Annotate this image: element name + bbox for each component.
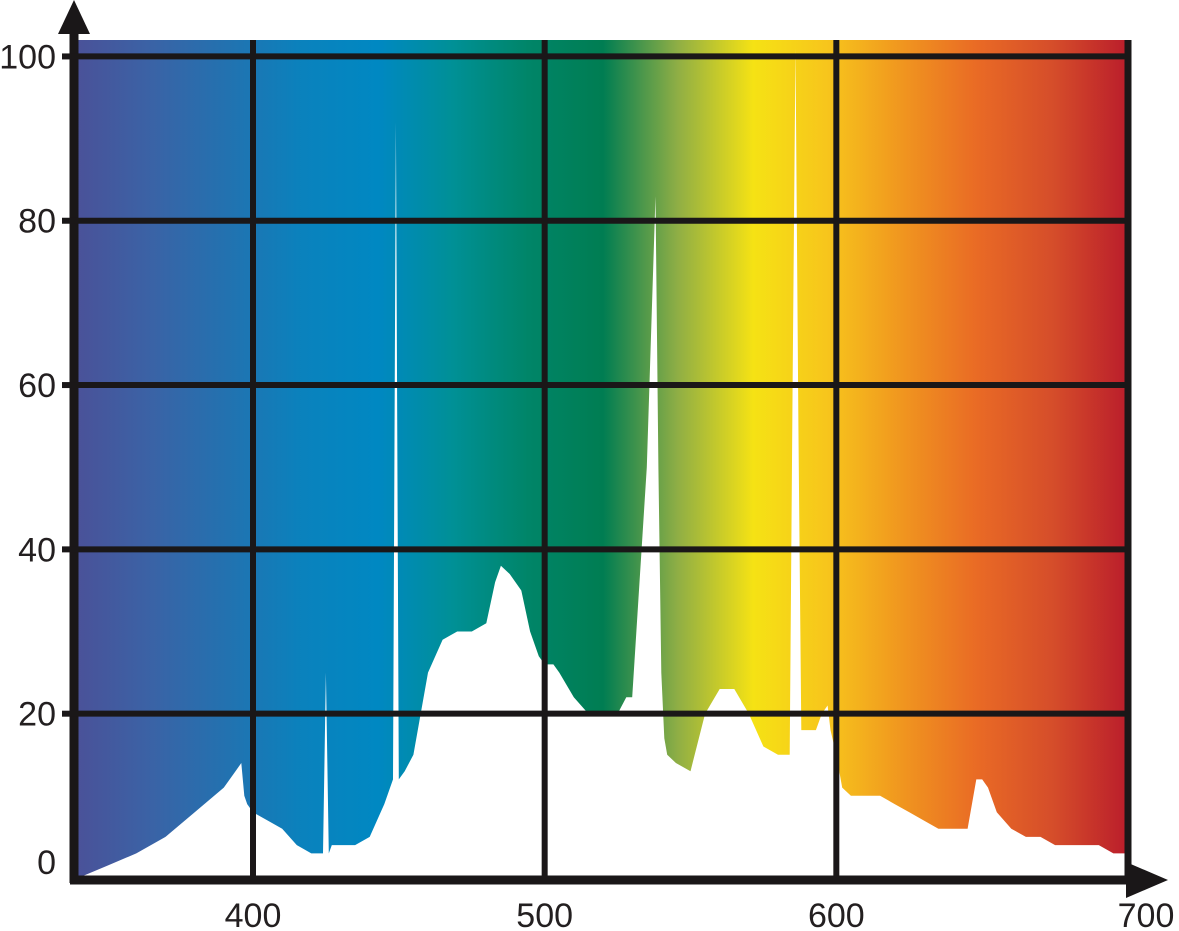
y-tick-label: 80 (18, 203, 56, 241)
y-tick-label: 60 (18, 367, 56, 405)
x-axis-arrow-icon (1126, 862, 1168, 898)
axes (58, 0, 1168, 898)
x-tick-label: 700 (1118, 897, 1175, 931)
tick-labels: 0 20 40 60 80 100 400 500 600 700 (0, 38, 1174, 931)
x-tick-label: 500 (516, 897, 573, 931)
y-tick-label: 0 (37, 844, 56, 882)
y-tick-label: 100 (0, 38, 56, 76)
grid (78, 40, 1132, 881)
y-axis-arrow-icon (58, 0, 90, 34)
x-tick-label: 400 (225, 897, 282, 931)
x-tick-label: 600 (808, 897, 865, 931)
y-tick-label: 40 (18, 531, 56, 569)
y-tick-label: 20 (18, 696, 56, 734)
